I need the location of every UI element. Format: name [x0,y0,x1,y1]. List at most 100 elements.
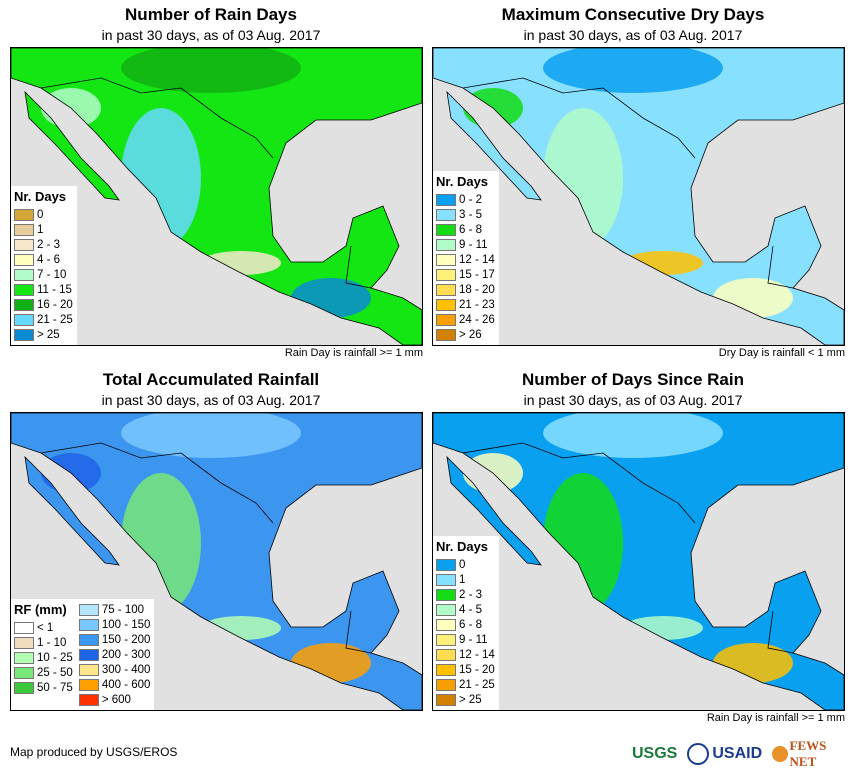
legend-item: 0 - 2 [436,192,495,207]
legend-item: 400 - 600 [78,677,150,692]
legend-label: > 26 [459,328,482,341]
legend-item: 11 - 15 [14,282,73,297]
legend-label: 7 - 10 [37,268,67,281]
legend-swatch [14,636,34,649]
legend: Nr. Days 0 - 2 3 - 5 6 - 8 9 - 11 12 - 14 15 -… [433,171,499,345]
legend-label: 21 - 25 [459,678,495,691]
coastline [433,413,844,710]
legend-swatch [14,223,34,236]
legend-label: 0 [459,558,466,571]
legend-label: 1 [459,573,466,586]
legend-label: 15 - 17 [459,268,495,281]
map-region [201,251,281,275]
border-us-mexico [462,77,696,159]
legend-label: < 1 [37,621,54,634]
legend-label: 6 - 8 [459,618,483,631]
legend-swatch [436,633,456,646]
panel-subtitle: in past 30 days, as of 03 Aug. 2017 [101,27,321,43]
legend-item: 16 - 20 [14,297,73,312]
usaid-logo: USAID [687,743,762,765]
legend-swatch [14,681,34,694]
legend-swatch [436,573,456,586]
border-us-mexico [462,442,696,524]
legend-swatch [436,648,456,661]
legend-label: 200 - 300 [101,648,151,661]
legend-item: 300 - 400 [78,662,150,677]
panel-note: Dry Day is rainfall < 1 mm [718,347,845,359]
panel-note: Rain Day is rainfall >= 1 mm [706,712,845,724]
legend-label: 4 - 6 [37,253,61,266]
legend-title: RF (mm) [14,602,67,617]
legend-label: 3 - 5 [459,208,483,221]
legend-label: 0 - 2 [459,193,483,206]
map-region [121,48,301,93]
legend-label: 25 - 50 [37,666,73,679]
legend-item: 4 - 5 [436,602,495,617]
coastline [11,413,422,710]
legend-swatch [436,693,456,706]
legend-swatch [14,298,34,311]
map-region [121,108,201,248]
legend-swatch [78,693,99,706]
legend-title: Nr. Days [14,189,67,204]
legend-item: 6 - 8 [436,222,495,237]
legend-item: 2 - 3 [436,587,495,602]
panel-title: Number of Days Since Rain [521,370,744,389]
panel-subtitle: in past 30 days, as of 03 Aug. 2017 [523,27,743,43]
legend-label: 21 - 25 [37,313,73,326]
legend-title: Nr. Days [436,539,489,554]
legend-item: > 25 [14,327,73,342]
legend-item: 24 - 26 [436,312,495,327]
legend-item: 3 - 5 [436,207,495,222]
legend-label: 100 - 150 [101,618,151,631]
legend-swatch [436,603,456,616]
map [11,48,422,345]
legend-item: 75 - 100 [78,602,151,617]
legend-label: 18 - 20 [459,283,495,296]
map-panel: Nr. Days 0 - 2 3 - 5 6 - 8 9 - 11 12 - 14 15 -… [432,47,845,346]
legend-item: 0 [436,557,495,572]
map [433,413,844,710]
border-central-america [345,610,372,654]
legend-item: > 26 [436,327,495,342]
legend-label: 11 - 15 [37,283,72,296]
map-panel: Nr. Days 0 1 2 - 3 4 - 5 6 - 8 9 - 11 12 - 14 15… [432,412,845,711]
legend: Nr. Days 0 1 2 - 3 4 - 5 6 - 8 9 - 11 12 - 14 15… [433,536,499,710]
map-region [543,48,723,93]
globe-icon [772,746,788,762]
map-region [201,616,281,640]
legend: RF (mm) < 1 1 - 10 10 - 25 25 - 50 50 - 75 75 … [11,599,155,710]
legend-item: 1 - 10 [14,635,73,650]
map-region [623,616,703,640]
map-region [121,473,201,613]
legend-item: 100 - 150 [78,617,151,632]
border-us-mexico [40,442,274,524]
legend-label: 15 - 20 [459,663,495,676]
coastline [433,48,844,345]
map-panel: RF (mm) < 1 1 - 10 10 - 25 25 - 50 50 - 75 75 … [10,412,423,711]
map [433,48,844,345]
legend-item: 12 - 14 [436,252,495,267]
legend-swatch [436,588,456,601]
coastline [24,455,120,566]
legend-label: > 600 [101,693,131,706]
legend-swatch [14,268,34,281]
legend-label: 12 - 14 [459,648,495,661]
legend-swatch [436,328,456,341]
legend-swatch [14,208,34,221]
legend-swatch [78,633,99,646]
legend-item: 2 - 3 [14,237,73,252]
legend-item: 0 [14,207,73,222]
legend-label: 9 - 11 [459,633,488,646]
logos: USGS USAID FEWS NET [632,738,854,768]
usgs-logo: USGS [632,745,678,762]
legend-swatch [436,618,456,631]
map-region [543,473,623,613]
legend-title: Nr. Days [436,174,489,189]
fewsnet-logo: FEWS NET [772,738,854,768]
legend-label: 1 - 10 [37,636,67,649]
credit: Map produced by USGS/EROS [10,745,178,759]
legend-item: 150 - 200 [78,632,150,647]
legend-item: 21 - 23 [436,297,495,312]
legend: Nr. Days 0 1 2 - 3 4 - 6 7 - 10 11 - 15 16 - 20… [11,186,77,345]
